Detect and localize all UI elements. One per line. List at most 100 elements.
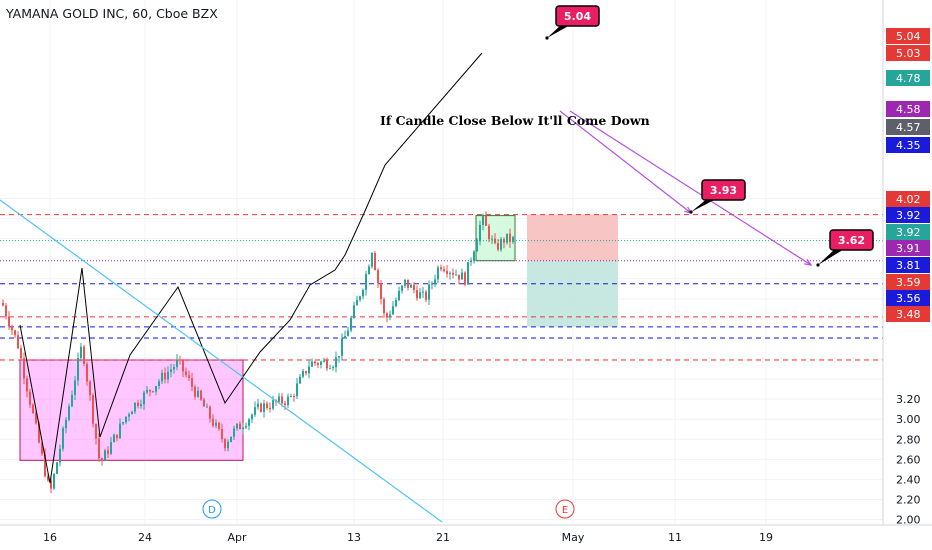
candle-body (308, 366, 310, 374)
candle-body (299, 376, 301, 384)
x-tick-label: 11 (668, 531, 682, 544)
stop-loss-zone (527, 214, 618, 261)
candle-body (479, 224, 481, 242)
price-tag-label: 3.92 (896, 226, 921, 239)
price-tag-label: 3.81 (896, 259, 921, 272)
candle-body (2, 302, 4, 306)
candle-body (20, 348, 22, 359)
candle-body (263, 403, 265, 412)
candle-body (485, 215, 487, 226)
candle-body (116, 434, 118, 439)
candle-body (407, 279, 409, 288)
candle-body (338, 356, 340, 358)
candle-body (5, 305, 7, 317)
candle-body (335, 357, 337, 368)
candle-body (302, 370, 304, 377)
candle-body (356, 299, 358, 306)
candle-body (104, 450, 106, 462)
price-tag (886, 257, 930, 273)
callout-box (701, 179, 746, 201)
candlestick-series (2, 211, 514, 494)
candle-body (476, 241, 478, 252)
candle-body (140, 404, 142, 407)
y-tick-label: 2.80 (896, 433, 921, 446)
candle-body (260, 403, 262, 412)
candle-body (56, 462, 58, 474)
price-axis[interactable]: 5.204.203.203.002.802.602.402.202.005.04… (882, 0, 932, 527)
candle-body (362, 289, 364, 297)
candle-body (443, 269, 445, 272)
candle-body (437, 267, 439, 280)
time-axis[interactable]: 16 24 Apr 13 21 May 11 19 (0, 524, 932, 544)
price-tag-label: 4.57 (896, 121, 921, 134)
candle-body (428, 284, 430, 300)
chart-title: YAMANA GOLD INC, 60, Cboe BZX (6, 6, 218, 21)
candle-body (227, 441, 229, 449)
x-tick-label: 21 (436, 531, 450, 544)
y-tick-label: 2.40 (896, 473, 921, 486)
candle-body (458, 274, 460, 280)
candle-body (431, 283, 433, 285)
candle-body (293, 396, 295, 398)
candle-body (98, 438, 100, 459)
candle-body (230, 436, 232, 442)
candle-body (29, 391, 31, 405)
candle-body (269, 407, 271, 409)
candle-body (35, 412, 37, 424)
price-tag (886, 207, 930, 223)
price-tag-label: 4.35 (896, 139, 921, 152)
candle-body (329, 368, 331, 370)
candle-body (422, 291, 424, 293)
candle-body (395, 299, 397, 307)
candle-body (242, 427, 244, 430)
candle-body (203, 399, 205, 407)
price-tag-label: 3.48 (896, 308, 921, 321)
candle-body (47, 476, 49, 481)
candle-body (59, 448, 61, 463)
candle-body (62, 428, 64, 449)
price-tag-label: 3.91 (896, 242, 921, 255)
candle-body (212, 418, 214, 426)
candle-body (254, 407, 256, 415)
candle-body (167, 371, 169, 380)
candle-body (80, 346, 82, 359)
candle-body (278, 396, 280, 402)
candle-body (272, 400, 274, 409)
candle-body (206, 406, 208, 408)
candle-body (410, 284, 412, 288)
candle-body (182, 359, 184, 372)
x-tick-label: 13 (347, 531, 361, 544)
candle-body (176, 359, 178, 367)
candle-body (374, 252, 376, 271)
x-tick-label: 24 (138, 531, 152, 544)
candle-body (131, 411, 133, 415)
candle-body (233, 428, 235, 437)
candle-body (50, 480, 52, 489)
price-callouts: 5.04 3.93 3.62 (545, 5, 874, 267)
candle-body (26, 378, 28, 392)
candle-body (122, 422, 124, 424)
candle-body (143, 392, 145, 405)
candle-body (323, 360, 325, 362)
candle-body (398, 290, 400, 300)
annotation-text: If Candle Close Below It'll Come Down (380, 113, 650, 128)
candle-body (503, 239, 505, 243)
candle-body (488, 225, 490, 240)
candle-body (155, 385, 157, 392)
candle-body (461, 272, 463, 280)
candle-body (467, 262, 469, 285)
callout-label: 3.93 (710, 184, 737, 197)
event-marker-label: D (208, 505, 216, 516)
candle-body (464, 272, 466, 285)
candle-body (452, 272, 454, 275)
candle-body (92, 395, 94, 424)
y-tick-label: 2.00 (896, 514, 921, 527)
y-tick-label: 3.20 (896, 393, 921, 406)
chart-grid (0, 0, 883, 525)
candle-body (512, 237, 514, 242)
candle-body (257, 403, 259, 408)
candle-body (341, 338, 343, 357)
candle-body (8, 316, 10, 327)
candle-body (380, 283, 382, 300)
